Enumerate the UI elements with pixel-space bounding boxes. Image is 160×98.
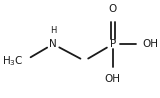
Text: OH: OH	[105, 74, 121, 84]
Text: P: P	[110, 39, 116, 49]
Text: H: H	[50, 26, 56, 35]
Text: N: N	[49, 39, 57, 49]
Text: OH: OH	[143, 39, 159, 49]
Text: $\mathsf{H_3C}$: $\mathsf{H_3C}$	[2, 54, 23, 68]
Text: O: O	[109, 4, 117, 14]
